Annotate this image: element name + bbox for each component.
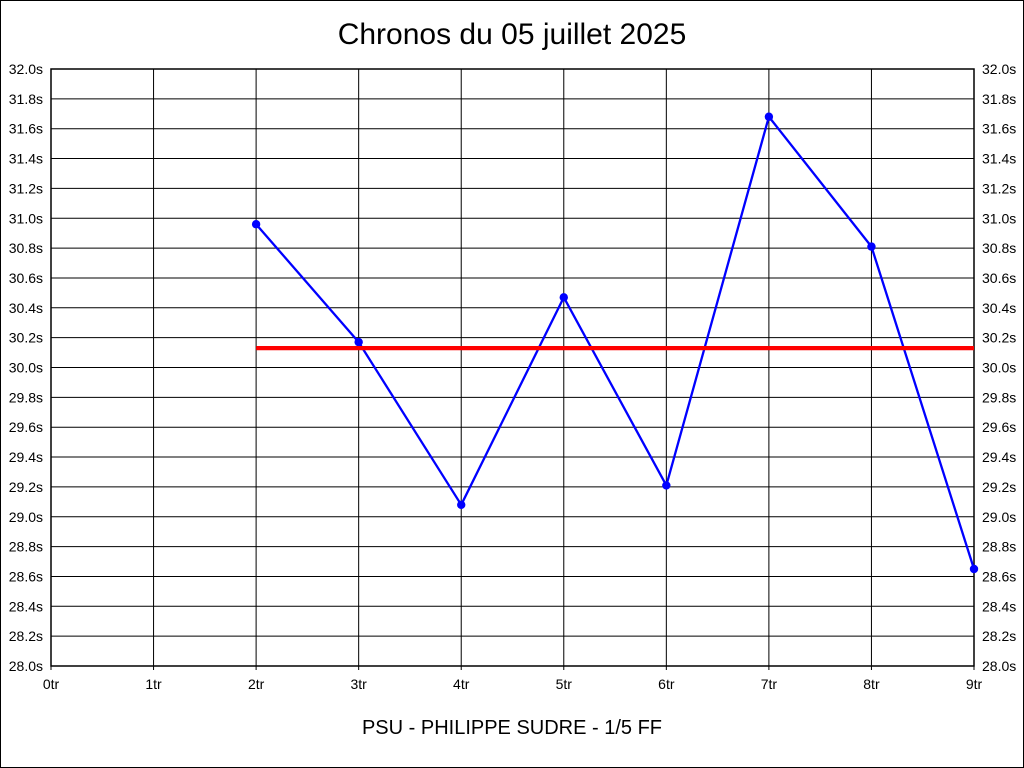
x-tick-label: 2tr bbox=[248, 676, 265, 692]
y-tick-label-left: 28.0s bbox=[9, 658, 43, 674]
y-tick-label-left: 29.8s bbox=[9, 389, 43, 405]
y-tick-label-right: 29.4s bbox=[982, 449, 1016, 465]
plot-border bbox=[50, 68, 975, 667]
y-tick-label-right: 28.8s bbox=[982, 539, 1016, 555]
data-point bbox=[867, 242, 876, 251]
x-tick-label: 0tr bbox=[43, 676, 60, 692]
x-tick-label: 1tr bbox=[145, 676, 162, 692]
data-point bbox=[969, 564, 979, 574]
y-tick-label-right: 32.0s bbox=[982, 61, 1016, 77]
data-point bbox=[251, 220, 261, 229]
y-tick-label-right: 29.0s bbox=[982, 509, 1016, 525]
y-tick-label-left: 31.4s bbox=[9, 151, 43, 167]
y-tick-label-right: 30.6s bbox=[982, 270, 1016, 286]
data-point bbox=[457, 500, 466, 510]
y-tick-label-right: 28.0s bbox=[982, 658, 1016, 674]
y-tick-label-left: 30.4s bbox=[9, 300, 43, 316]
y-tick-label-right: 30.4s bbox=[982, 300, 1016, 316]
x-tick-label: 5tr bbox=[556, 676, 573, 692]
y-tick-label-right: 30.8s bbox=[982, 240, 1016, 256]
x-tick-label: 9tr bbox=[966, 676, 983, 692]
y-tick-label-left: 30.0s bbox=[9, 360, 43, 376]
y-tick-label-left: 32.0s bbox=[9, 61, 43, 77]
y-tick-label-left: 31.6s bbox=[9, 121, 43, 137]
y-tick-label-right: 30.2s bbox=[982, 330, 1016, 346]
chart-caption: PSU - PHILIPPE SUDRE - 1/5 FF bbox=[361, 717, 663, 739]
y-tick-label-left: 28.4s bbox=[9, 598, 43, 614]
x-tick-label: 8tr bbox=[863, 676, 880, 692]
x-tick-label: 7tr bbox=[761, 676, 778, 692]
series-line bbox=[254, 115, 976, 571]
y-tick-label-left: 28.2s bbox=[9, 628, 43, 644]
y-tick-label-left: 28.8s bbox=[9, 539, 43, 555]
y-tick-label-right: 30.0s bbox=[982, 360, 1016, 376]
y-tick-label-right: 31.4s bbox=[982, 151, 1016, 167]
y-tick-label-left: 31.0s bbox=[9, 210, 43, 226]
chart-title: Chronos du 05 juillet 2025 bbox=[337, 18, 687, 51]
y-tick-label-left: 31.2s bbox=[9, 180, 43, 196]
y-tick-label-left: 29.0s bbox=[9, 509, 43, 525]
y-tick-label-right: 31.0s bbox=[982, 210, 1016, 226]
y-tick-label-right: 29.8s bbox=[982, 389, 1016, 405]
y-tick-label-right: 29.2s bbox=[982, 479, 1016, 495]
y-tick-label-left: 30.6s bbox=[9, 270, 43, 286]
data-point bbox=[764, 112, 774, 121]
y-tick-label-right: 29.6s bbox=[982, 419, 1016, 435]
y-tick-label-left: 30.2s bbox=[9, 330, 43, 346]
y-tick-label-right: 31.6s bbox=[982, 121, 1016, 137]
y-tick-label-left: 29.4s bbox=[9, 449, 43, 465]
y-tick-label-left: 29.2s bbox=[9, 479, 43, 495]
y-tick-label-left: 29.6s bbox=[9, 419, 43, 435]
y-tick-label-left: 31.8s bbox=[9, 91, 43, 107]
y-tick-label-right: 28.4s bbox=[982, 598, 1016, 614]
x-tick-label: 4tr bbox=[453, 676, 470, 692]
x-tick-label: 6tr bbox=[658, 676, 675, 692]
data-point bbox=[662, 481, 671, 490]
data-point bbox=[354, 337, 363, 347]
y-tick-label-left: 30.8s bbox=[9, 240, 43, 256]
y-tick-label-left: 28.6s bbox=[9, 568, 43, 584]
y-tick-label-right: 28.2s bbox=[982, 628, 1016, 644]
y-tick-label-right: 28.6s bbox=[982, 568, 1016, 584]
y-tick-label-right: 31.2s bbox=[982, 180, 1016, 196]
x-tick-label: 3tr bbox=[350, 676, 367, 692]
data-point bbox=[559, 293, 568, 302]
y-tick-label-right: 31.8s bbox=[982, 91, 1016, 107]
